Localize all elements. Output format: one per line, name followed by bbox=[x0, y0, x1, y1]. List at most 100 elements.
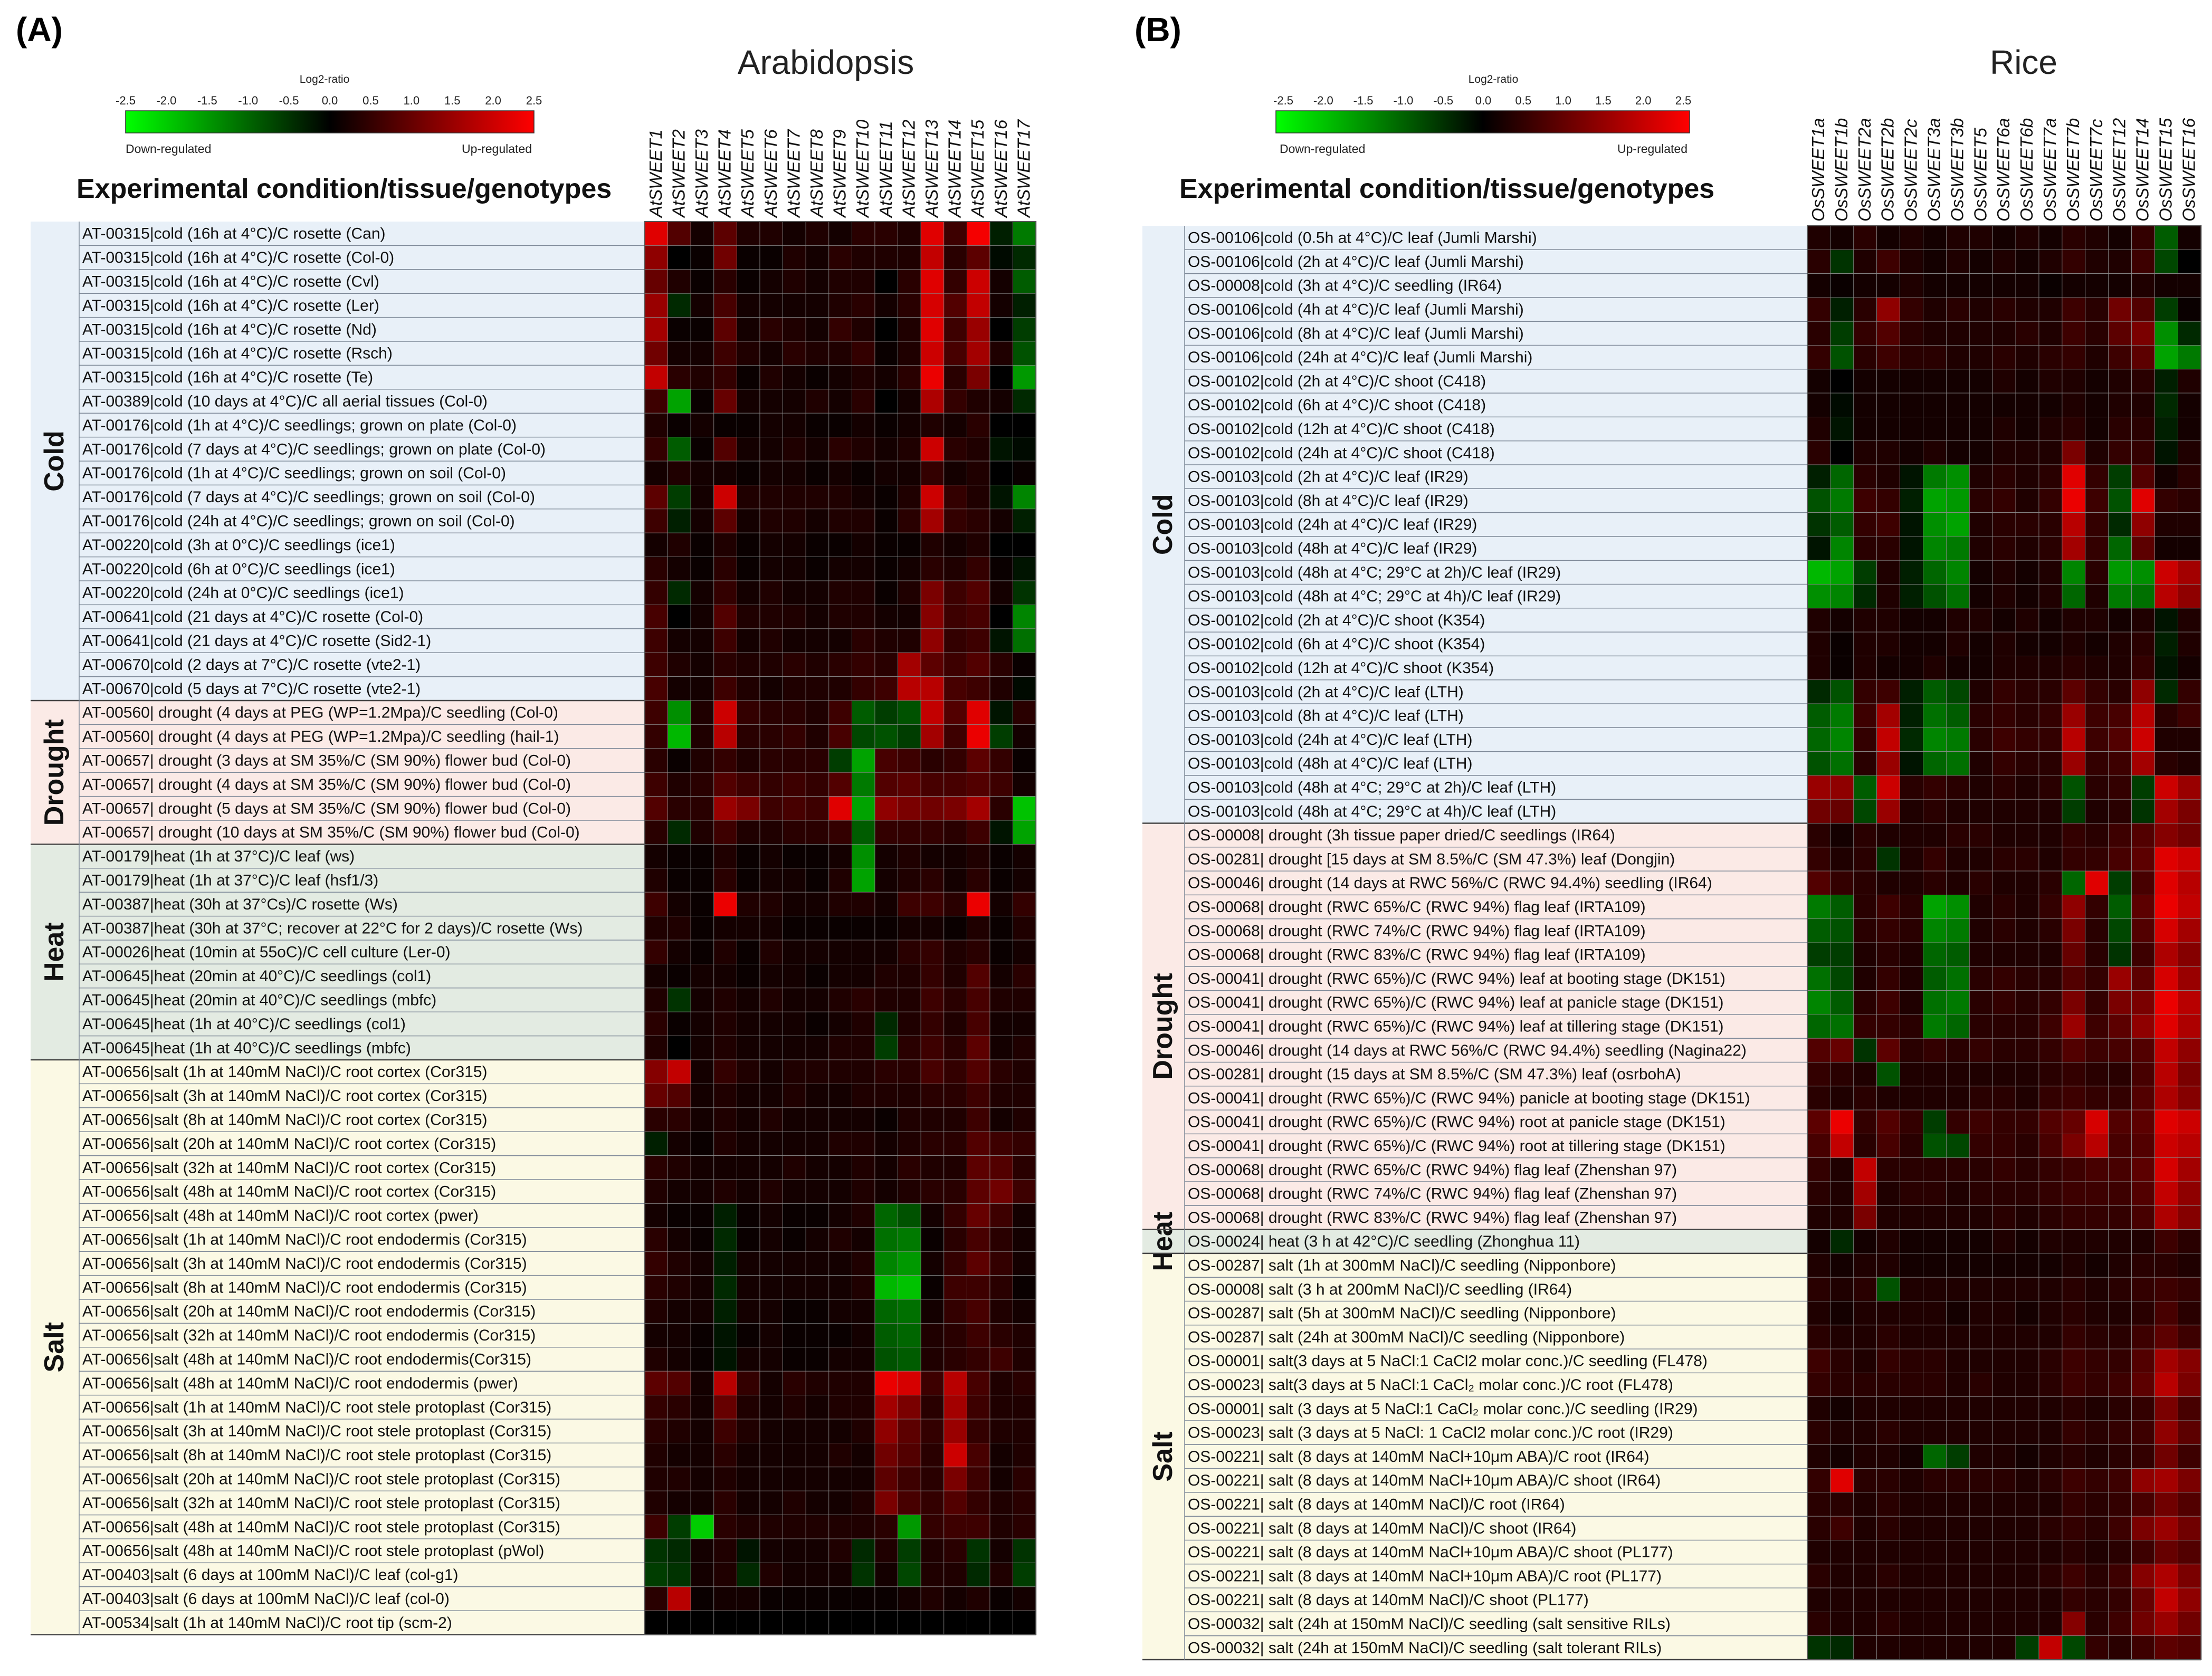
panel-b-heatmap-cell bbox=[2131, 942, 2155, 967]
panel-a-heatmap-cell bbox=[967, 748, 990, 773]
panel-a-heatmap-cell bbox=[967, 437, 990, 462]
panel-a-scale-ticks: -2.5 -2.0 -1.5 -1.0 -0.5 0.0 0.5 1.0 1.5 2.0 2.5 bbox=[116, 94, 542, 107]
panel-a-heatmap-cell bbox=[898, 365, 921, 390]
panel-a-heatmap-cell bbox=[989, 1586, 1013, 1611]
panel-b-heatmap-cell bbox=[2085, 895, 2109, 920]
panel-b-heatmap-cell bbox=[2015, 727, 2039, 752]
panel-a-heatmap-cell bbox=[920, 365, 945, 390]
panel-a-heatmap-cell bbox=[828, 1179, 852, 1204]
panel-a-heatmap-cell bbox=[805, 437, 830, 462]
panel-a-heatmap-cell bbox=[943, 341, 967, 366]
panel-a-heatmap-cell bbox=[920, 892, 945, 916]
panel-a-heatmap-cell bbox=[852, 1562, 875, 1587]
panel-b-heatmap-cell bbox=[1807, 1420, 1831, 1445]
panel-a-heatmap-cell bbox=[920, 580, 945, 605]
panel-a-heatmap-cell bbox=[943, 1586, 967, 1611]
panel-a-heatmap-cell bbox=[668, 485, 691, 510]
panel-a-heatmap-cell bbox=[828, 652, 852, 677]
panel-a-heatmap-cell bbox=[759, 221, 783, 246]
panel-a-heatmap-cell bbox=[644, 820, 668, 845]
panel-b-row-label: OS-00281| drought [15 days at SM 8.5%/C … bbox=[1188, 850, 1675, 868]
panel-b-heatmap-cell bbox=[1900, 440, 1923, 465]
panel-a-heatmap-cell bbox=[690, 676, 714, 701]
panel-b-heatmap-cell bbox=[2015, 656, 2039, 681]
panel-b-heatmap-cell bbox=[1876, 417, 1900, 442]
panel-a-heatmap-cell bbox=[690, 1036, 714, 1060]
panel-b-heatmap-cell bbox=[1946, 823, 1970, 848]
panel-b-heatmap-cell bbox=[2062, 775, 2086, 800]
panel-a-heatmap-cell bbox=[690, 1586, 714, 1611]
panel-a-heatmap-cell bbox=[783, 676, 806, 701]
panel-b-heatmap-cell bbox=[2177, 512, 2201, 537]
panel-a-heatmap-cell bbox=[668, 1610, 691, 1635]
panel-b-heatmap-cell bbox=[1946, 1540, 1970, 1565]
panel-b-heatmap-cell bbox=[1969, 1229, 1993, 1254]
panel-b-heatmap-cell bbox=[2108, 321, 2132, 346]
panel-b-heatmap-cell bbox=[2108, 440, 2132, 465]
panel-b-heatmap-cell bbox=[1946, 727, 1970, 752]
panel-a-heatmap-cell bbox=[759, 1442, 783, 1468]
panel-a-row-label: AT-00176|cold (7 days at 4°C)/C seedling… bbox=[82, 440, 546, 458]
panel-a-heatmap-cell bbox=[920, 532, 945, 558]
panel-a-heatmap-cell bbox=[989, 293, 1013, 318]
panel-a-heatmap-cell bbox=[713, 676, 737, 701]
panel-a-heatmap-cell bbox=[967, 1227, 990, 1252]
panel-b-heatmap-cell bbox=[2062, 1444, 2086, 1469]
panel-a-row-label: AT-00315|cold (16h at 4°C)/C rosette (Co… bbox=[82, 249, 394, 266]
panel-b-heatmap-cell bbox=[1992, 273, 2016, 298]
panel-a-heatmap-cell bbox=[920, 1395, 945, 1420]
panel-b-heatmap-cell bbox=[2038, 990, 2063, 1015]
panel-a-heatmap-cell bbox=[1013, 676, 1036, 701]
panel-b-heatmap-cell bbox=[2154, 703, 2178, 728]
panel-b-heatmap-cell bbox=[1900, 1205, 1923, 1230]
panel-b-heatmap-cell bbox=[2062, 1277, 2086, 1301]
panel-b-heatmap-cell bbox=[1946, 775, 1970, 800]
panel-b-row-label: OS-00102|cold (2h at 4°C)/C shoot (K354) bbox=[1188, 611, 1485, 629]
panel-a-heatmap-cell bbox=[898, 557, 921, 581]
panel-a-heatmap-cell bbox=[967, 557, 990, 581]
panel-a-heatmap-cell bbox=[668, 605, 691, 629]
panel-b-heatmap-cell bbox=[1923, 1444, 1947, 1469]
panel-b-row-label: OS-00103|cold (8h at 4°C)/C leaf (IR29) bbox=[1188, 492, 1469, 510]
panel-a-heatmap-cell bbox=[989, 1203, 1013, 1228]
panel-b-column-label: OsSWEET7b bbox=[2063, 118, 2083, 222]
panel-b-heatmap-cell bbox=[1992, 679, 2016, 704]
panel-b-heatmap-cell bbox=[2154, 512, 2178, 537]
panel-a-heatmap-cell bbox=[874, 868, 898, 893]
panel-a-heatmap-cell bbox=[852, 1251, 875, 1276]
panel-b-heatmap-cell bbox=[1876, 799, 1900, 823]
panel-b-heatmap-cell bbox=[2154, 1014, 2178, 1039]
panel-a-heatmap-cell bbox=[690, 1442, 714, 1468]
panel-a-heatmap-cell bbox=[783, 389, 806, 414]
panel-b-heatmap-cell bbox=[2038, 1635, 2063, 1660]
panel-b-heatmap-cell bbox=[2062, 1468, 2086, 1493]
panel-a-heatmap-cell bbox=[1013, 1251, 1036, 1276]
panel-a-heatmap-cell bbox=[759, 1036, 783, 1060]
panel-b-heatmap-cell bbox=[1900, 823, 1923, 848]
panel-b-heatmap-cell bbox=[1969, 656, 1993, 681]
panel-a-row-label: AT-00403|salt (6 days at 100mM NaCl)/C l… bbox=[82, 1590, 450, 1607]
panel-b-heatmap-cell bbox=[2177, 631, 2201, 656]
panel-b-heatmap-cell bbox=[2038, 1516, 2063, 1540]
panel-b-heatmap-cell bbox=[1830, 1157, 1854, 1182]
panel-a-heatmap-cell bbox=[1013, 916, 1036, 941]
panel-a-heatmap-cell bbox=[943, 1371, 967, 1395]
panel-a-heatmap-cell bbox=[943, 532, 967, 558]
panel-b-heatmap-cell bbox=[1992, 345, 2016, 370]
panel-b-heatmap-cell bbox=[2177, 1086, 2201, 1110]
panel-b-heatmap-cell bbox=[2085, 966, 2109, 991]
panel-a-heatmap-cell bbox=[644, 1515, 668, 1539]
panel-a-heatmap-cell bbox=[690, 988, 714, 1012]
panel-a-heatmap-cell bbox=[690, 532, 714, 558]
panel-b-heatmap-cell bbox=[1923, 1301, 1947, 1326]
panel-b-heatmap-cell bbox=[1946, 1181, 1970, 1206]
panel-a-heatmap-cell bbox=[668, 1083, 691, 1108]
panel-b-scale-tick-label: 0.0 bbox=[1475, 94, 1492, 107]
panel-b-heatmap-cell bbox=[2085, 1086, 2109, 1110]
panel-a-heatmap-cell bbox=[737, 844, 760, 869]
panel-b-heatmap-cell bbox=[2015, 249, 2039, 274]
panel-b-group-label-heat: Heat bbox=[1148, 1212, 1178, 1271]
panel-b-heatmap-cell bbox=[1876, 1301, 1900, 1326]
panel-b-row-label: OS-00221| salt (8 days at 140mM NaCl)/C … bbox=[1188, 1520, 1576, 1537]
panel-b-heatmap-cell bbox=[1969, 799, 1993, 823]
